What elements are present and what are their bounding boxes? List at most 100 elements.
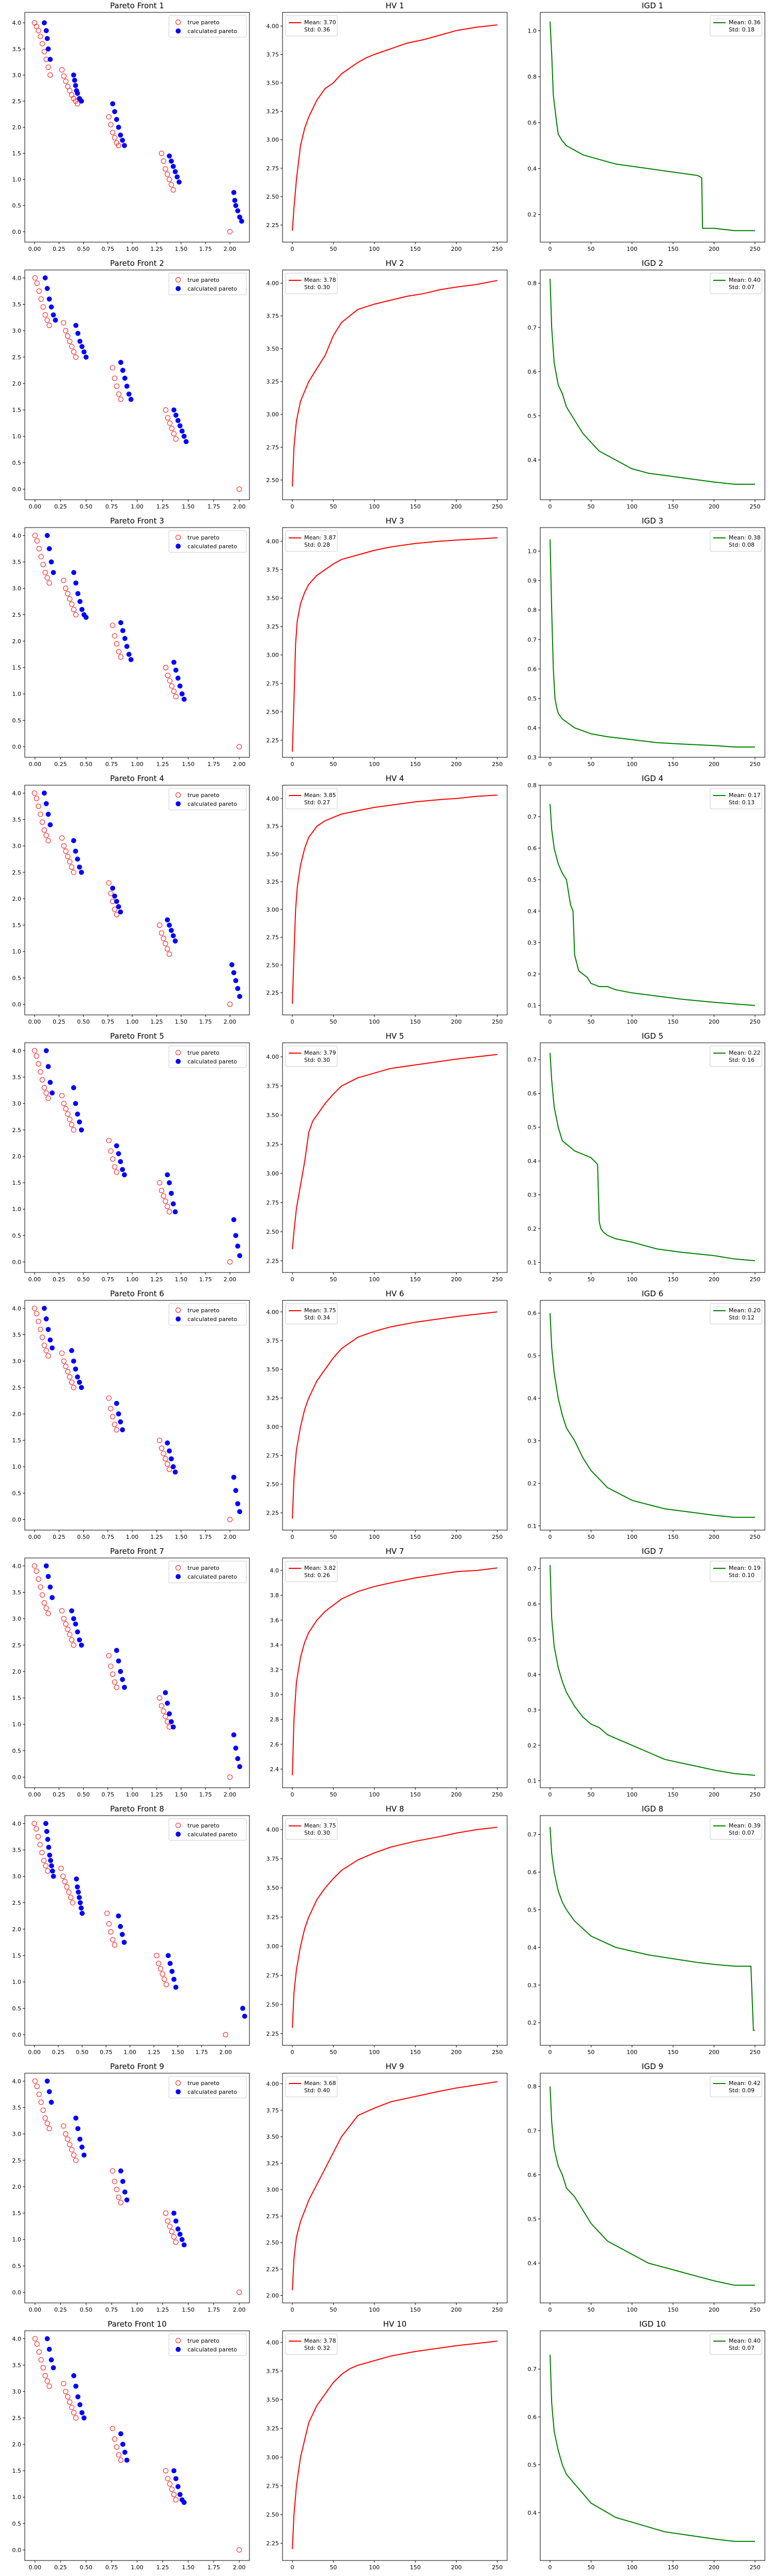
chart-14-xtick-label: 200 (451, 1276, 462, 1283)
chart-30-xtick-label: 50 (587, 2564, 594, 2571)
chart-26-ytick-label: 2.25 (266, 2266, 279, 2272)
chart-10-ytick-label: 1.5 (12, 922, 22, 929)
chart-20-legend (285, 1561, 338, 1582)
chart-13-calculated-pareto-point (121, 1172, 127, 1178)
chart-26-legend (285, 2076, 338, 2097)
chart-16-calculated-pareto-point (73, 1366, 79, 1372)
chart-25-true-pareto-point (73, 2157, 79, 2163)
chart-17-ytick-label: 3.00 (266, 1424, 279, 1430)
chart-21-ytick-label: 0.1 (528, 1777, 537, 1784)
chart-16-calculated-pareto-point (76, 1379, 82, 1385)
chart-4-true-pareto-point (63, 328, 69, 333)
chart-9-xtick-label: 50 (587, 761, 594, 768)
chart-7-calculated-pareto-point (179, 691, 185, 697)
chart-12-xtick-label: 100 (626, 1019, 637, 1025)
chart-16-true-pareto-point (106, 1395, 112, 1401)
chart-16-true-pareto-point (163, 1456, 168, 1461)
chart-16-calculated-pareto-point (43, 1316, 49, 1322)
chart-13-calculated-pareto-point (116, 1151, 121, 1156)
chart-4-calculated-pareto-point (42, 275, 48, 281)
chart-1-true-pareto-point (48, 72, 53, 78)
chart-10-ytick-label: 2.5 (12, 869, 22, 876)
chart-12-legend (710, 788, 762, 809)
chart-17-legend-label: Mean: 3.75 (304, 1307, 336, 1314)
chart-7-true-pareto-point (112, 633, 118, 639)
chart-7-true-pareto-point (165, 673, 170, 678)
chart-28-true-pareto-point (163, 2468, 168, 2474)
chart-30-plot-frame (540, 2330, 765, 2561)
chart-11-ytick-label: 2.25 (266, 990, 279, 996)
chart-28-ytick-label: 1.0 (12, 2494, 22, 2501)
chart-10-calculated-pareto-point (48, 822, 53, 828)
chart-26-ytick-label: 3.50 (266, 2134, 279, 2140)
chart-30-xtick-label: 250 (749, 2564, 760, 2571)
chart-29-ytick-label: 3.25 (266, 2425, 279, 2432)
chart-22-xtick-label: 0.25 (52, 2049, 65, 2056)
chart-26-xtick-label: 150 (410, 2307, 421, 2313)
chart-24-plot-frame (540, 1815, 765, 2046)
chart-25-true-pareto-point (71, 2152, 76, 2158)
chart-28-ytick-label: 0.5 (12, 2520, 22, 2527)
chart-19-title: Pareto Front 7 (110, 1547, 164, 1556)
chart-16-true-pareto-point (69, 1379, 74, 1385)
chart-18-ytick-label: 0.3 (528, 1438, 537, 1444)
chart-4-calculated-pareto-point (83, 354, 89, 360)
chart-22-legend-calc-label: calculated pareto (187, 1831, 237, 1838)
chart-13-true-pareto-point (110, 1156, 116, 1162)
chart-1-calculated-pareto-point (43, 28, 49, 34)
chart-2-xtick-label: 50 (329, 246, 337, 252)
chart-28-true-pareto-point (63, 2389, 69, 2394)
chart-21-title: IGD 7 (642, 1547, 664, 1556)
chart-22: Pareto Front 8 0.00 0.25 0.50 0.75 1.00 1.25 1.… (12, 1804, 250, 2056)
chart-1-true-pareto-point (110, 130, 116, 135)
chart-22-true-pareto-point (35, 1834, 41, 1839)
chart-22-true-pareto-point (110, 1937, 116, 1943)
chart-13-true-pareto-point (41, 1085, 47, 1091)
chart-22-ytick-label: 3.0 (12, 1873, 22, 1880)
chart-25-ytick-label: 0.0 (12, 2289, 22, 2296)
chart-10-true-pareto-point (159, 930, 164, 936)
chart-10-calculated-pareto-point (79, 869, 84, 875)
chart-1-calculated-pareto-point (166, 153, 172, 158)
chart-7-calculated-pareto-point (122, 635, 128, 641)
chart-13-true-pareto-point (165, 1204, 170, 1210)
chart-7-legend-calc-marker (176, 544, 181, 549)
chart-16-true-pareto-point (227, 1517, 233, 1522)
chart-14-legend-label: Mean: 3.79 (304, 1050, 336, 1056)
chart-25-true-pareto-point (38, 2100, 44, 2105)
chart-7-ytick-label: 2.0 (12, 638, 22, 645)
chart-22-true-pareto-point (108, 1929, 114, 1935)
chart-8-xtick-label: 0 (291, 761, 294, 768)
chart-15-ytick-label: 0.6 (528, 1090, 537, 1097)
chart-19-calculated-pareto-point (71, 1616, 76, 1621)
chart-7-legend-calc-label: calculated pareto (187, 543, 237, 550)
chart-24-legend (710, 1818, 762, 1840)
chart-25-true-pareto-point (46, 2126, 52, 2132)
chart-8-ytick-label: 2.25 (266, 737, 279, 744)
chart-29-title: HV 10 (383, 2319, 406, 2329)
chart-16-calculated-pareto-point (120, 1427, 125, 1433)
chart-23-xtick-label: 50 (329, 2049, 337, 2056)
chart-22-xtick-label: 0.00 (28, 2049, 41, 2056)
chart-25-legend-true-label: true pareto (187, 2080, 219, 2087)
chart-28-calculated-pareto-point (177, 2492, 183, 2497)
chart-4-ytick-label: 1.5 (12, 407, 22, 414)
chart-7-xtick-label: 1.50 (182, 761, 195, 768)
chart-5-series-line (292, 280, 498, 487)
chart-4-true-pareto-point (32, 275, 38, 281)
chart-8-legend-label: Mean: 3.87 (304, 534, 336, 541)
chart-28-ytick-label: 2.0 (12, 2441, 22, 2448)
chart-18-legend-label: Mean: 0.20 (729, 1307, 761, 1314)
chart-1-true-pareto-point (38, 34, 43, 39)
chart-1-true-pareto-point (39, 41, 45, 46)
chart-27-title: IGD 9 (642, 2062, 664, 2071)
chart-4-xtick-label: 0.25 (54, 503, 67, 510)
chart-7-true-pareto-point (65, 591, 71, 597)
chart-10-calculated-pareto-point (118, 909, 123, 915)
chart-7-calculated-pareto-point (173, 667, 179, 673)
chart-25-calculated-pareto-point (49, 2100, 54, 2105)
chart-4-calculated-pareto-point (179, 428, 185, 434)
chart-1-calculated-pareto-point (232, 198, 238, 203)
chart-2-legend-label: Std: 0.36 (304, 26, 330, 33)
chart-4-calculated-pareto-point (81, 349, 87, 355)
